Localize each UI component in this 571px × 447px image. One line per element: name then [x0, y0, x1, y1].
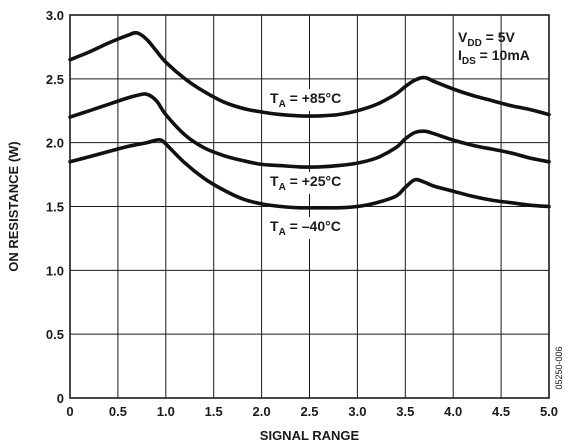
- series-label-background: [266, 172, 346, 194]
- x-tick-label: 4.5: [492, 404, 510, 419]
- series-labels: TA = +85°C TA = +25°C TA = –40°C: [266, 89, 346, 239]
- ids-subscript: DS: [462, 56, 476, 67]
- x-tick-label: 2.0: [253, 404, 271, 419]
- series-label-value: = +25°C: [286, 173, 341, 189]
- vdd-symbol: V: [458, 29, 468, 45]
- x-tick-label: 0: [66, 404, 73, 419]
- x-tick-label: 1.5: [205, 404, 223, 419]
- series-label-background: [266, 217, 345, 239]
- x-tick-label: 3.5: [396, 404, 414, 419]
- y-tick-label: 0: [57, 391, 64, 406]
- x-tick-label: 2.5: [300, 404, 318, 419]
- series-line-0: [68, 30, 551, 118]
- series-label-text: TA = +85°C: [270, 90, 341, 110]
- series-label-background: [266, 89, 346, 111]
- y-tick-label: 2.5: [46, 72, 64, 87]
- series-label-symbol: T: [270, 218, 279, 234]
- x-axis-label: SIGNAL RANGE: [260, 428, 360, 443]
- y-tick-label: 2.0: [46, 136, 64, 151]
- x-tick-label: 0.5: [109, 404, 127, 419]
- conditions-annotation: VDD = 5V IDS = 10mA: [458, 29, 530, 67]
- series-label-subscript: A: [279, 182, 286, 193]
- series-label-value: = –40°C: [286, 218, 341, 234]
- series-label-subscript: A: [279, 227, 286, 238]
- ids-condition: IDS = 10mA: [458, 47, 530, 67]
- vdd-subscript: DD: [467, 38, 481, 49]
- series-line-1: [68, 92, 551, 169]
- y-tick-label: 1.5: [46, 200, 64, 215]
- y-tick-label: 3.0: [46, 8, 64, 23]
- y-tick-label: 0.5: [46, 327, 64, 342]
- figure-id: 05250-006: [554, 346, 564, 389]
- series-label-subscript: A: [279, 99, 286, 110]
- y-tick-labels: 0 0.5 1.0 1.5 2.0 2.5 3.0: [46, 8, 64, 406]
- vdd-condition: VDD = 5V: [458, 29, 516, 49]
- series-label-text: TA = –40°C: [270, 218, 341, 238]
- series-line-2: [68, 137, 551, 210]
- ids-symbol: I: [458, 47, 462, 63]
- series-label-25c: TA = +25°C: [266, 172, 346, 194]
- x-tick-label: 3.0: [348, 404, 366, 419]
- plot-frame: [69, 14, 550, 399]
- x-tick-labels: 0 0.5 1.0 1.5 2.0 2.5 3.0 3.5 4.0 4.5 5.0: [66, 404, 558, 419]
- series-label-symbol: T: [270, 90, 279, 106]
- x-tick-label: 4.0: [444, 404, 462, 419]
- ids-value: = 10mA: [476, 47, 530, 63]
- vdd-value: = 5V: [482, 29, 516, 45]
- x-tick-label: 1.0: [157, 404, 175, 419]
- curves: [68, 30, 551, 210]
- series-label-value: = +85°C: [286, 90, 341, 106]
- y-axis-label: ON RESISTANCE (W): [6, 141, 21, 271]
- y-tick-label: 1.0: [46, 263, 64, 278]
- series-label-text: TA = +25°C: [270, 173, 341, 193]
- series-label-symbol: T: [270, 173, 279, 189]
- series-label-85c: TA = +85°C: [266, 89, 346, 111]
- series-label-minus40c: TA = –40°C: [266, 217, 345, 239]
- x-tick-label: 5.0: [540, 404, 558, 419]
